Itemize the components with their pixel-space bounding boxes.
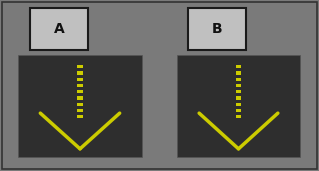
Bar: [77, 71, 83, 75]
Bar: [236, 78, 241, 81]
Bar: [77, 90, 83, 93]
Bar: [188, 8, 246, 50]
Bar: [77, 78, 83, 81]
Bar: [236, 71, 241, 75]
Bar: [236, 84, 241, 87]
Bar: [236, 109, 241, 112]
Bar: [77, 65, 83, 68]
Bar: [77, 84, 83, 87]
Bar: [77, 103, 83, 106]
Bar: [18, 55, 142, 157]
Bar: [77, 109, 83, 112]
Text: B: B: [212, 22, 222, 36]
Bar: [77, 115, 83, 118]
Bar: [30, 8, 88, 50]
Bar: [77, 96, 83, 100]
Text: A: A: [54, 22, 64, 36]
Bar: [236, 65, 241, 68]
Bar: [177, 55, 300, 157]
Bar: [236, 96, 241, 100]
Bar: [236, 115, 241, 118]
Bar: [236, 90, 241, 93]
Bar: [236, 103, 241, 106]
